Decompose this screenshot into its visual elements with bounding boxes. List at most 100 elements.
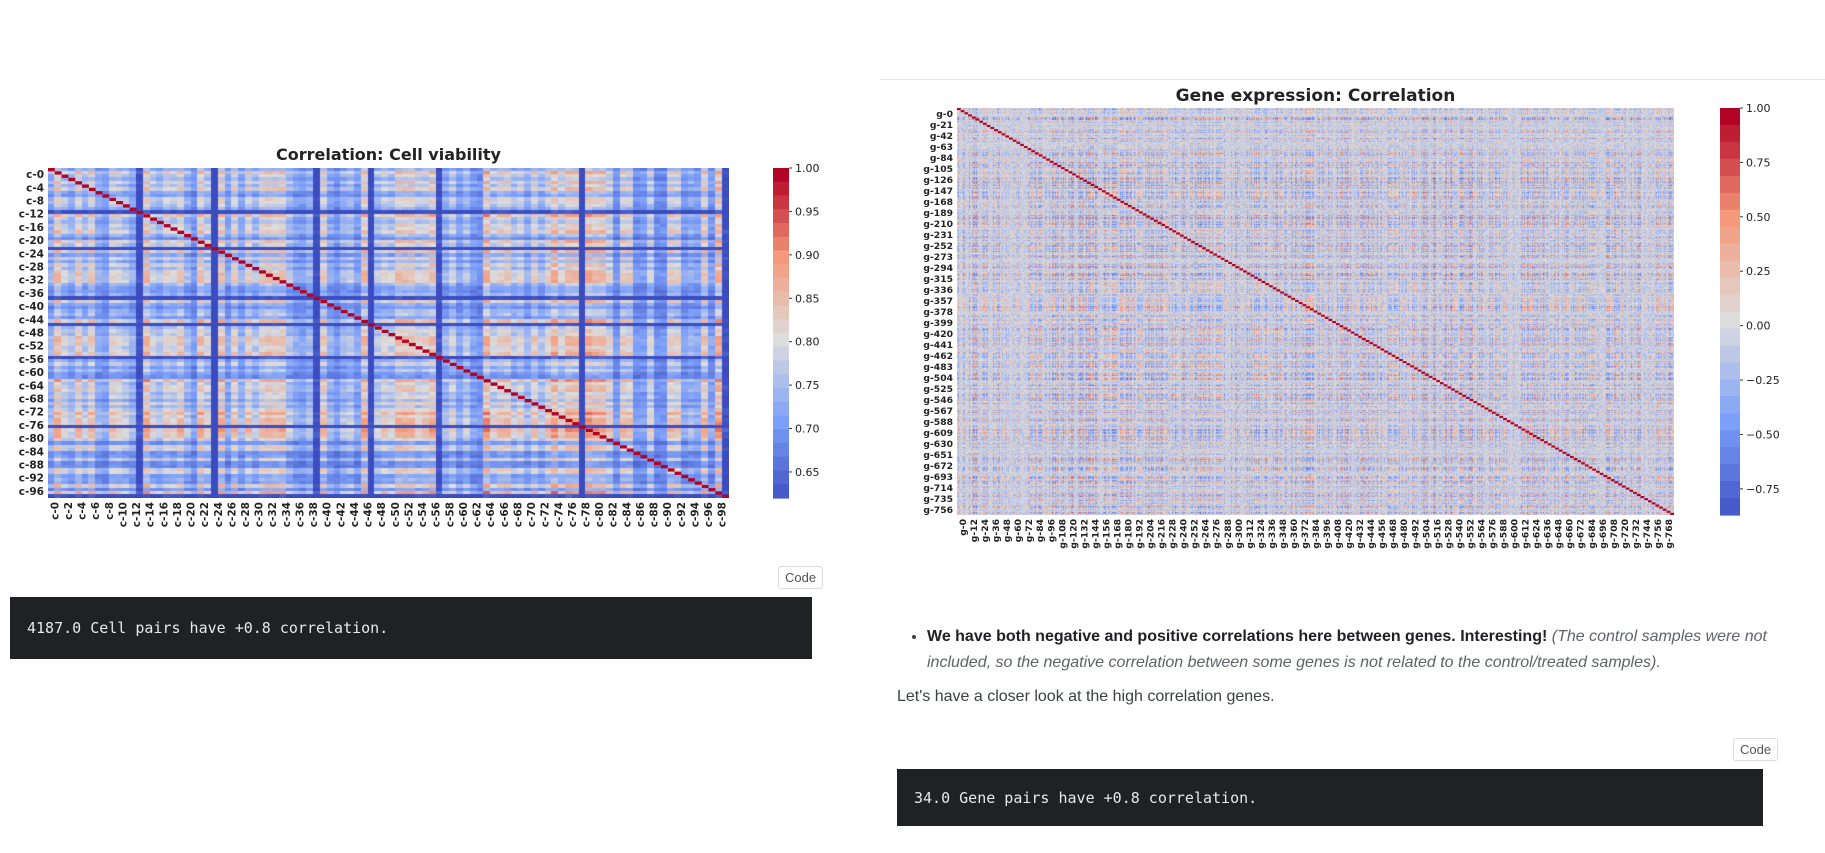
diagonal-cell (1391, 354, 1396, 357)
diagonal-cell (415, 346, 423, 350)
diagonal-cell (490, 382, 498, 386)
x-tick-label: g-324 (1256, 519, 1267, 549)
diagonal-cell (1644, 498, 1648, 501)
colorbar-tick-label: −0.75 (1746, 483, 1780, 496)
diagonal-cell (1603, 474, 1608, 478)
x-tick-label: c-58 (444, 502, 456, 527)
diagonal-cell (1124, 202, 1128, 206)
code-toggle-button[interactable]: Code (1733, 738, 1779, 761)
y-tick-label: c-56 (19, 354, 44, 366)
x-tick-label: g-444 (1366, 519, 1377, 549)
x-tick-label: g-348 (1278, 519, 1289, 549)
diagonal-cell (1064, 169, 1069, 172)
x-tick-label: g-336 (1267, 519, 1278, 549)
diagonal-cell (1607, 477, 1611, 480)
diagonal-cell (1087, 181, 1091, 184)
diagonal-cell (1209, 251, 1214, 254)
diagonal-cell (1473, 401, 1478, 404)
diagonal-cell (463, 369, 471, 373)
y-tick-label: c-76 (19, 420, 44, 432)
diagonal-cell (48, 168, 55, 172)
diagonal-cell (1350, 331, 1355, 334)
diagonal-cell (688, 478, 695, 482)
code-toggle-button[interactable]: Code (778, 566, 824, 589)
diagonal-cell (129, 207, 137, 211)
y-tick-label: g-357 (923, 296, 953, 307)
diagonal-cell (633, 451, 641, 456)
diagonal-cell (1361, 337, 1366, 340)
diagonal-cell (1428, 375, 1433, 378)
diagonal-cell (163, 224, 171, 228)
diagonal-cell (1566, 453, 1570, 456)
x-tick-label: c-96 (703, 502, 715, 527)
diagonal-cell (1655, 504, 1660, 507)
x-tick-label: c-2 (63, 502, 75, 520)
diagonal-cell (1365, 339, 1370, 343)
x-tick-label: c-86 (635, 502, 647, 527)
diagonal-cell (1075, 175, 1080, 178)
bullet-item: We have both negative and positive corre… (927, 624, 1767, 676)
y-tick-label: c-28 (19, 262, 44, 274)
x-tick-label: c-62 (472, 502, 484, 527)
diagonal-cell (1551, 445, 1556, 448)
y-tick-label: g-588 (923, 417, 953, 428)
diagonal-cell (1261, 280, 1266, 284)
diagonal-cell (715, 491, 723, 495)
colorbar-tick-label: 0.90 (795, 249, 820, 262)
diagonal-cell (1547, 443, 1552, 446)
diagonal-cell (1120, 200, 1125, 203)
section-divider (880, 79, 1825, 80)
x-tick-label: g-540 (1454, 519, 1465, 549)
diagonal-cell (1257, 278, 1262, 281)
diagonal-cell (1395, 356, 1400, 359)
x-tick-label: g-600 (1510, 519, 1521, 549)
diagonal-cell (347, 313, 355, 317)
diagonal-cell (545, 408, 552, 413)
x-tick-label: c-32 (267, 502, 279, 527)
diagonal-cell (1220, 257, 1225, 260)
colorbar-segment (773, 181, 789, 197)
x-tick-label: g-144 (1090, 519, 1101, 549)
diagonal-cell (1012, 139, 1017, 142)
gene-expression-heatmap-chart: Gene expression: Correlationg-0g-21g-42g… (923, 86, 1780, 549)
colorbar-segment (773, 415, 789, 430)
x-tick-label: c-22 (199, 502, 211, 527)
diagonal-cell (1061, 167, 1065, 170)
diagonal-cell (211, 247, 219, 251)
diagonal-cell (436, 356, 443, 360)
y-tick-label: g-756 (923, 505, 953, 516)
y-tick-label: c-92 (19, 473, 44, 485)
x-tick-label: c-48 (376, 502, 388, 527)
diagonal-cell (1417, 369, 1422, 372)
x-tick-label: g-636 (1543, 519, 1554, 549)
diagonal-cell (983, 122, 987, 125)
x-tick-label: g-240 (1179, 519, 1190, 549)
diagonal-cell (177, 230, 185, 234)
diagonal-cell (470, 372, 478, 376)
diagonal-cell (1276, 289, 1281, 292)
colorbar-segment (1720, 192, 1740, 211)
diagonal-cell (1142, 213, 1147, 216)
diagonal-cell (1387, 352, 1392, 355)
diagonal-cell (1250, 274, 1255, 277)
diagonal-cell (558, 415, 566, 419)
x-tick-label: g-60 (1013, 519, 1024, 542)
diagonal-cell (483, 379, 491, 383)
x-tick-label: g-708 (1609, 519, 1620, 549)
y-tick-label: g-336 (923, 285, 953, 296)
y-tick-label: c-52 (19, 341, 44, 353)
output-text: 4187.0 Cell pairs have +0.8 correlation. (27, 619, 389, 637)
diagonal-cell (964, 112, 969, 115)
diagonal-cell (517, 395, 525, 399)
markdown-bullet: We have both negative and positive corre… (897, 624, 1767, 676)
x-tick-label: g-276 (1212, 519, 1223, 549)
chart-title: Gene expression: Correlation (1176, 86, 1456, 106)
diagonal-cell (109, 197, 117, 201)
diagonal-cell (1023, 145, 1028, 149)
diagonal-cell (957, 108, 961, 111)
diagonal-cell (620, 445, 627, 449)
diagonal-cell (1328, 318, 1333, 321)
diagonal-cell (1558, 449, 1563, 452)
diagonal-cell (1038, 154, 1043, 157)
diagonal-cell (1647, 500, 1652, 503)
